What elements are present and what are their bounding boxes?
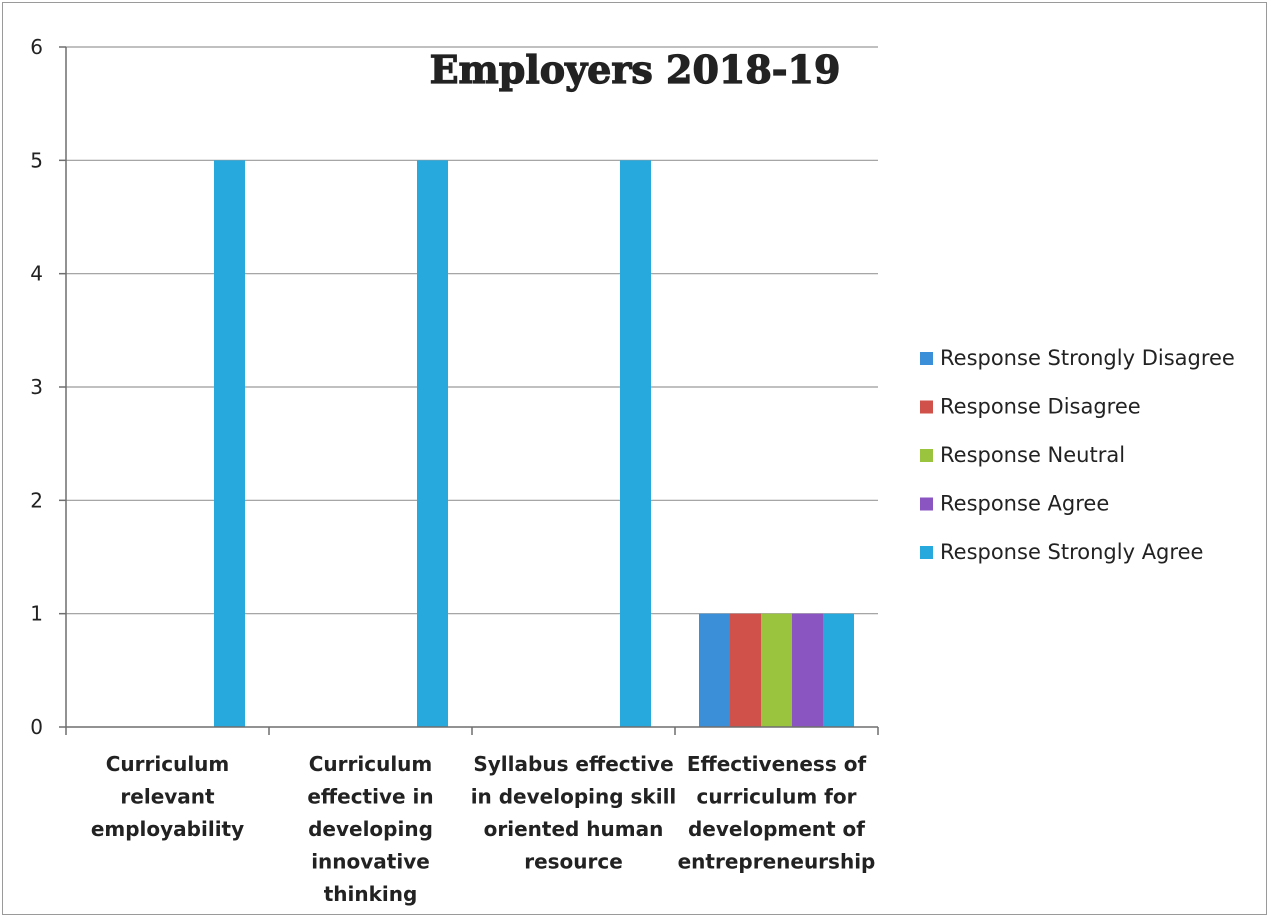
- x-category-label: curriculum for: [697, 785, 857, 809]
- bar: [730, 613, 761, 727]
- x-category-label: developing: [308, 817, 433, 841]
- y-axis-ticks: 0 1 2 3 4 5 6: [30, 35, 66, 739]
- y-tick-label: 5: [30, 148, 43, 172]
- legend-swatch: [920, 352, 933, 365]
- x-category-label: in developing skill: [471, 785, 677, 809]
- bar: [792, 613, 823, 727]
- legend-swatch: [920, 497, 933, 511]
- y-tick-label: 3: [30, 375, 43, 399]
- y-tick-label: 6: [30, 35, 43, 59]
- x-category-label: effective in: [307, 785, 433, 809]
- x-category-label: Syllabus effective: [473, 752, 673, 776]
- chart-title: Employers 2018-19: [430, 47, 841, 92]
- legend-label: Response Disagree: [940, 395, 1141, 419]
- x-category-label: innovative: [311, 850, 430, 874]
- y-tick-label: 1: [30, 602, 43, 626]
- legend-label: Response Strongly Disagree: [940, 346, 1235, 370]
- legend: Response Strongly Disagree Response Disag…: [920, 346, 1235, 564]
- x-axis-category-labels: Curriculum relevant employability Curriculu…: [91, 752, 876, 906]
- bar: [761, 613, 792, 727]
- x-category-label: Curriculum: [106, 752, 230, 776]
- bar: [417, 160, 448, 728]
- y-tick-label: 2: [30, 488, 43, 512]
- legend-label: Response Agree: [940, 492, 1109, 516]
- legend-swatch: [920, 400, 933, 414]
- y-tick-label: 4: [30, 262, 43, 286]
- x-category-label: Effectiveness of: [687, 752, 867, 776]
- bar: [699, 613, 730, 727]
- legend-swatch: [920, 449, 933, 462]
- x-category-label: employability: [91, 817, 244, 841]
- legend-label: Response Strongly Agree: [940, 540, 1203, 564]
- gridlines: [66, 46, 878, 615]
- y-tick-label: 0: [30, 715, 43, 739]
- x-category-label: thinking: [324, 882, 418, 906]
- bars: [214, 160, 854, 728]
- x-category-label: development of: [688, 817, 865, 841]
- x-category-label: oriented human: [484, 817, 664, 841]
- x-category-label: resource: [524, 850, 623, 874]
- legend-label: Response Neutral: [940, 443, 1125, 467]
- x-category-label: entrepreneurship: [678, 850, 876, 874]
- bar: [620, 160, 651, 728]
- bar: [823, 613, 854, 727]
- bar: [214, 160, 245, 728]
- x-category-label: relevant: [120, 785, 215, 809]
- x-category-label: Curriculum: [309, 752, 433, 776]
- legend-swatch: [920, 546, 933, 559]
